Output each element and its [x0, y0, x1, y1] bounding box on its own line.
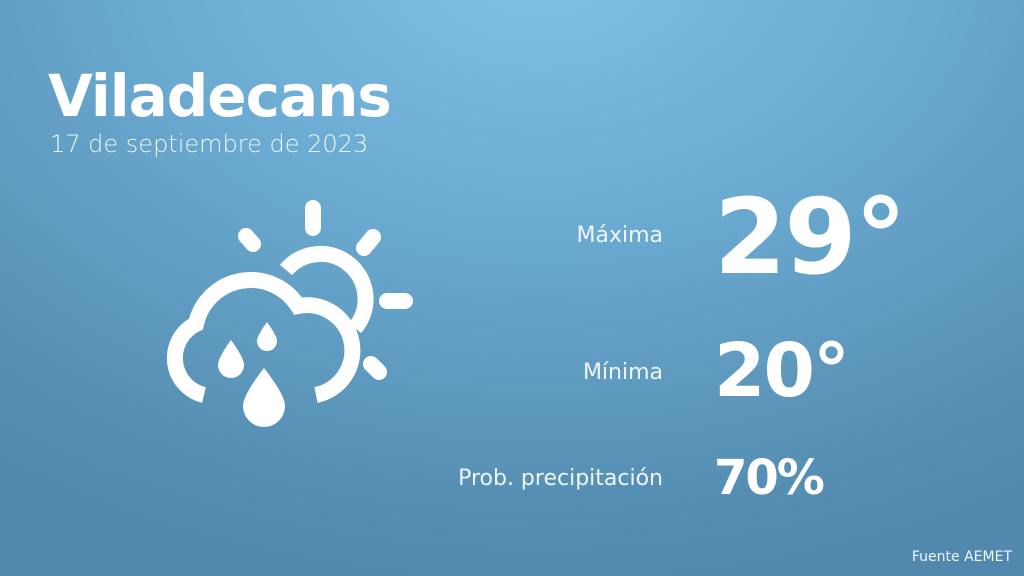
max-label: Máxima	[576, 223, 663, 248]
precip-label: Prob. precipitación	[458, 466, 663, 491]
max-temperature: 29°	[714, 176, 907, 298]
forecast-date: 17 de septiembre de 2023	[50, 130, 369, 158]
min-label: Mínima	[582, 360, 663, 385]
precip-probability: 70%	[714, 450, 825, 506]
source-credit: Fuente AEMET	[911, 549, 1012, 565]
location-title: Viladecans	[48, 62, 392, 130]
min-temperature: 20°	[714, 328, 850, 414]
